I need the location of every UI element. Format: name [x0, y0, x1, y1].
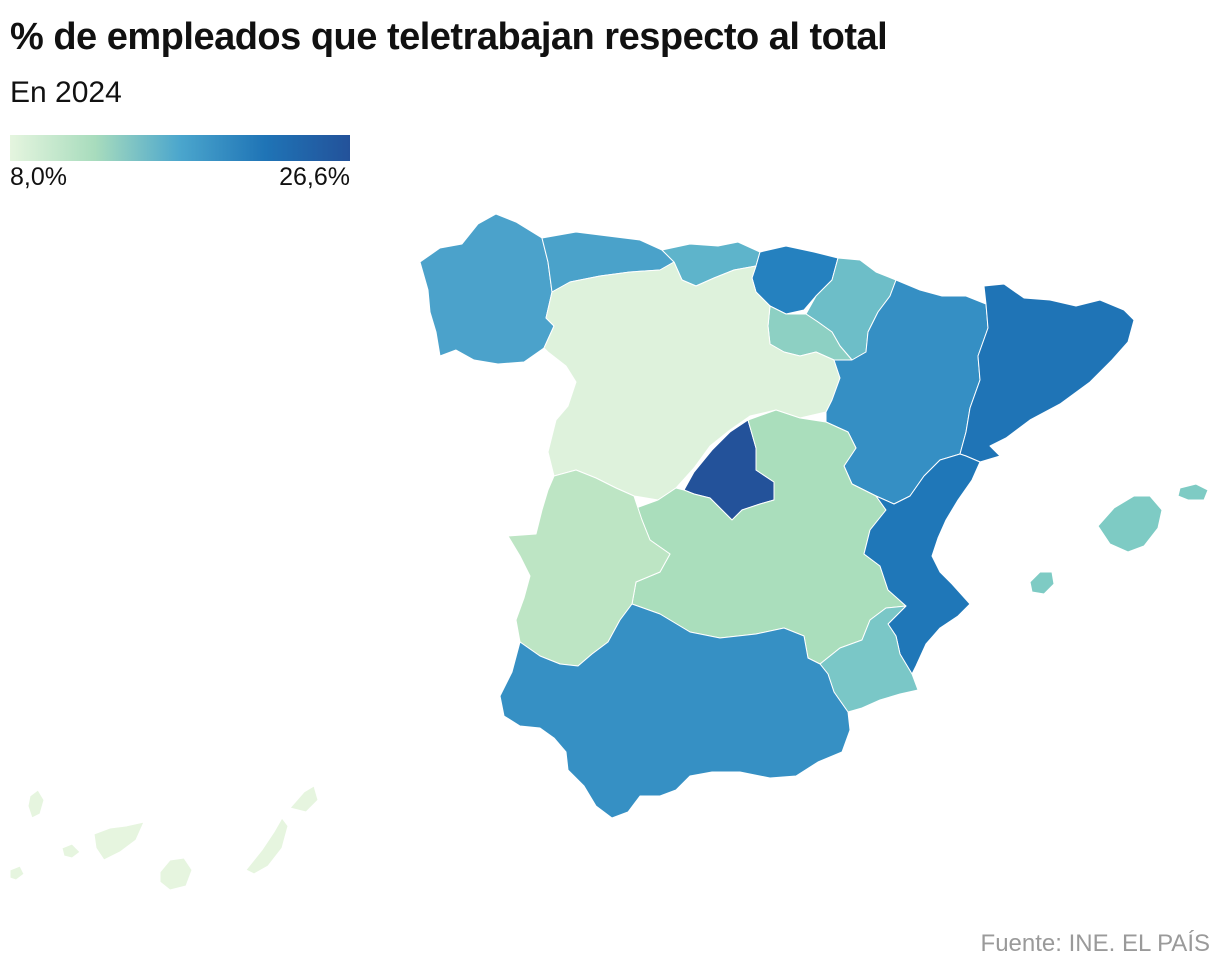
region-canarias-fuerteventura[interactable] — [245, 817, 289, 875]
region-canarias-la-palma[interactable] — [27, 789, 45, 819]
region-baleares-menorca[interactable] — [1177, 483, 1209, 501]
legend-max-label: 26,6% — [279, 163, 350, 191]
region-canarias-gomera[interactable] — [61, 843, 81, 859]
region-baleares-ibiza[interactable] — [1029, 571, 1055, 595]
region-baleares-mallorca[interactable] — [1097, 495, 1163, 553]
chart-subtitle: En 2024 — [10, 76, 122, 109]
region-canarias-gran-canaria[interactable] — [159, 857, 193, 891]
region-canarias-hierro[interactable] — [9, 865, 25, 881]
legend-min-label: 8,0% — [10, 163, 67, 191]
chart-title: % de empleados que teletrabajan respecto… — [10, 16, 888, 58]
region-galicia[interactable] — [419, 213, 555, 365]
region-canarias-tenerife[interactable] — [93, 821, 145, 861]
region-castilla-y-leon[interactable] — [543, 261, 841, 501]
source-note: Fuente: INE. EL PAÍS — [980, 930, 1210, 957]
legend-color-bar — [10, 135, 350, 161]
region-andalucia[interactable] — [499, 603, 851, 819]
region-canarias-lanzarote[interactable] — [289, 785, 319, 813]
region-cataluna[interactable] — [959, 283, 1135, 463]
color-legend: 8,0% 26,6% — [10, 135, 350, 191]
